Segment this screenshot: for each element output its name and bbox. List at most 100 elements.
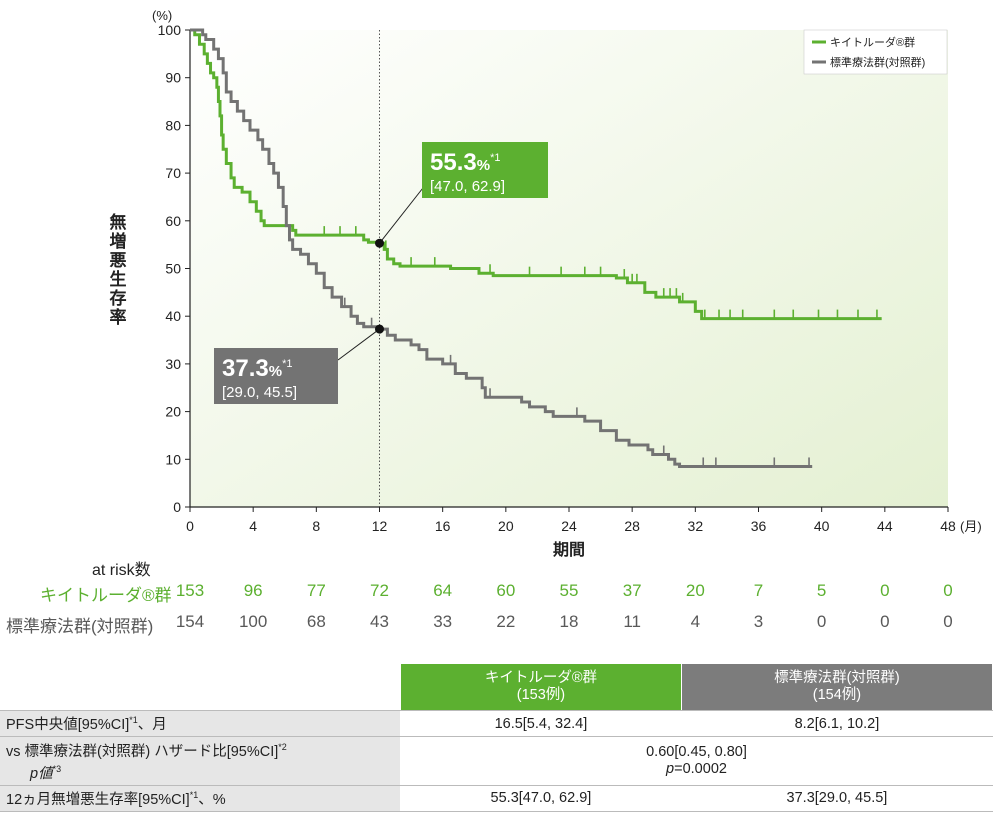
legend-label-standard: 標準療法群(対照群) bbox=[830, 55, 925, 69]
row-label-pfs-median: PFS中央値[95%CI]*1、月 bbox=[0, 710, 401, 737]
annotation-leader bbox=[379, 178, 431, 244]
row-label-suffix: 、% bbox=[198, 791, 226, 808]
at-risk-count: 77 bbox=[306, 581, 326, 600]
x-tick-label: 20 bbox=[498, 518, 514, 534]
y-tick-label: 100 bbox=[158, 22, 182, 38]
annotation-value: 37.3%*1 bbox=[222, 355, 292, 382]
x-tick-label: 12 bbox=[372, 518, 388, 534]
at-risk-count: 18 bbox=[559, 612, 579, 631]
y-tick-label: 0 bbox=[173, 499, 181, 515]
row-label-12m-pfs: 12ヵ月無増悪生存率[95%CI]*1、% bbox=[0, 785, 401, 812]
p-value: p=0.0002 bbox=[407, 761, 986, 778]
at-risk-count: 0 bbox=[816, 612, 827, 631]
annotation-ci: [47.0, 62.9] bbox=[430, 178, 505, 195]
summary-corner bbox=[0, 664, 401, 711]
at-risk-count: 5 bbox=[816, 581, 827, 600]
annotation-value: 55.3%*1 bbox=[430, 149, 500, 176]
at-risk-count: 7 bbox=[753, 581, 764, 600]
row-label-hazard-ratio: vs 標準療法群(対照群) ハザード比[95%CI]*2 p値*3 bbox=[0, 736, 401, 786]
summary-header-standard: 標準療法群(対照群) (154例) bbox=[681, 664, 994, 711]
row-label-suffix: 、月 bbox=[137, 717, 167, 733]
footnote-mark: *2 bbox=[278, 742, 287, 752]
km-curve-keytruda bbox=[190, 28, 882, 321]
row-label-text: 12ヵ月無増悪生存率[95%CI] bbox=[6, 791, 190, 808]
p-label: p bbox=[666, 760, 675, 777]
at-risk-count: 68 bbox=[306, 612, 326, 631]
at-risk-label: 標準療法群(対照群) bbox=[6, 617, 154, 636]
row-label-text: vs 標準療法群(対照群) ハザード比[95%CI] bbox=[6, 743, 279, 760]
annotation-point bbox=[375, 324, 384, 334]
summary-header-row: キイトルーダ®群 (153例) 標準療法群(対照群) (154例) bbox=[0, 664, 994, 711]
at-risk-header: at risk数 bbox=[92, 562, 151, 579]
y-tick-label: 70 bbox=[165, 165, 181, 181]
table-row: 12ヵ月無増悪生存率[95%CI]*1、% 55.3[47.0, 62.9] 3… bbox=[0, 785, 994, 812]
x-tick-label: 44 bbox=[877, 518, 893, 534]
at-risk-count: 37 bbox=[622, 581, 642, 600]
y-tick-label: 10 bbox=[165, 451, 181, 467]
y-tick-label: 60 bbox=[165, 213, 181, 229]
at-risk-count: 100 bbox=[238, 612, 268, 631]
y-tick-label: 90 bbox=[165, 70, 181, 86]
table-row: PFS中央値[95%CI]*1、月 16.5[5.4, 32.4] 8.2[6.… bbox=[0, 710, 994, 737]
at-risk-count: 11 bbox=[623, 612, 641, 631]
legend: キイトルーダ®群 標準療法群(対照群) bbox=[803, 29, 948, 75]
at-risk-count: 96 bbox=[243, 581, 263, 600]
cell-standard: 8.2[6.1, 10.2] bbox=[681, 710, 994, 737]
header-standard-n: (154例) bbox=[812, 687, 862, 703]
cell-standard: 37.3[29.0, 45.5] bbox=[681, 785, 994, 812]
row-label-text-2: p値 bbox=[30, 765, 53, 782]
x-tick-label: 32 bbox=[688, 518, 704, 534]
at-risk-count: 72 bbox=[370, 581, 389, 600]
at-risk-count: 0 bbox=[943, 581, 953, 600]
km-curve-standard bbox=[190, 28, 813, 468]
hazard-ratio-value: 0.60[0.45, 0.80] bbox=[646, 743, 747, 760]
at-risk-count: 153 bbox=[175, 581, 205, 600]
x-unit: (月) bbox=[960, 519, 982, 534]
y-unit: (%) bbox=[152, 8, 172, 23]
footnote-mark: *3 bbox=[52, 763, 62, 774]
at-risk-count: 22 bbox=[496, 612, 516, 631]
summary-header-keytruda: キイトルーダ®群 (153例) bbox=[400, 664, 682, 711]
annotation-box bbox=[422, 142, 548, 198]
at-risk-label: キイトルーダ®群 bbox=[40, 586, 172, 605]
x-tick-label: 24 bbox=[561, 518, 577, 534]
y-tick-label: 80 bbox=[165, 117, 181, 133]
x-tick-label: 40 bbox=[814, 518, 830, 534]
y-tick-label: 30 bbox=[165, 356, 181, 372]
legend-label-keytruda: キイトルーダ®群 bbox=[830, 35, 915, 49]
plot-background bbox=[190, 30, 948, 507]
row-label-text: PFS中央値[95%CI] bbox=[6, 717, 130, 733]
x-tick-label: 48 bbox=[940, 518, 956, 534]
footnote-mark: *1 bbox=[189, 789, 199, 800]
summary-table: キイトルーダ®群 (153例) 標準療法群(対照群) (154例) PFS中央値… bbox=[0, 664, 994, 812]
at-risk-count: 33 bbox=[433, 612, 453, 631]
annotation-leader bbox=[337, 328, 380, 361]
at-risk-count: 64 bbox=[433, 581, 453, 600]
table-row: vs 標準療法群(対照群) ハザード比[95%CI]*2 p値*3 0.60[0… bbox=[0, 736, 993, 786]
at-risk-count: 20 bbox=[685, 581, 705, 600]
cell-hazard-ratio: 0.60[0.45, 0.80] p=0.0002 bbox=[400, 736, 993, 786]
x-tick-label: 4 bbox=[249, 518, 257, 534]
header-standard-label: 標準療法群(対照群) bbox=[774, 670, 900, 686]
y-tick-label: 20 bbox=[165, 404, 181, 420]
footnote-mark: *1 bbox=[129, 715, 138, 726]
x-tick-label: 16 bbox=[435, 518, 451, 534]
annotation-point bbox=[375, 238, 384, 248]
y-tick-label: 40 bbox=[165, 308, 181, 324]
at-risk-count: 0 bbox=[943, 612, 953, 631]
x-tick-label: 0 bbox=[186, 518, 194, 534]
at-risk-count: 0 bbox=[880, 581, 890, 600]
x-axis-title: 期間 bbox=[553, 540, 585, 559]
x-tick-label: 8 bbox=[312, 518, 320, 534]
at-risk-count: 43 bbox=[370, 612, 389, 631]
y-axis-title: 無増悪生存率 bbox=[107, 212, 127, 327]
x-tick-label: 28 bbox=[624, 518, 640, 534]
header-keytruda-label: キイトルーダ®群 bbox=[484, 670, 598, 686]
at-risk-count: 154 bbox=[175, 612, 205, 631]
x-tick-label: 36 bbox=[751, 518, 767, 534]
cell-keytruda: 55.3[47.0, 62.9] bbox=[400, 785, 682, 812]
at-risk-count: 55 bbox=[559, 581, 579, 600]
annotation-box bbox=[214, 348, 338, 404]
y-tick-label: 50 bbox=[165, 261, 181, 277]
